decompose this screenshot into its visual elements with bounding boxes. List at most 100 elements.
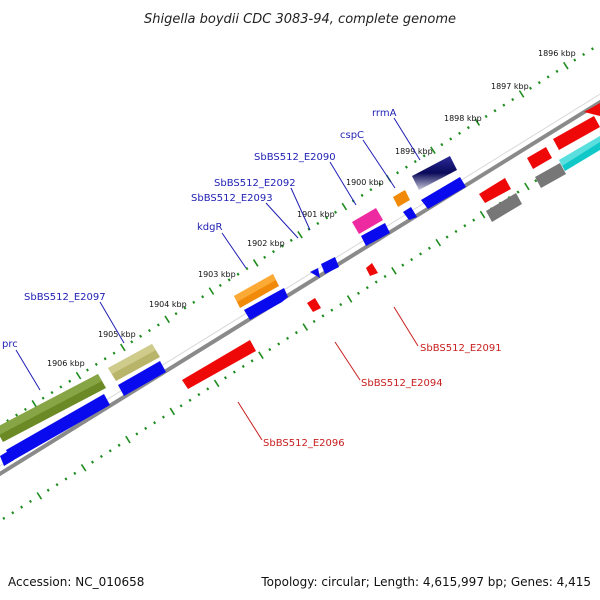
major-tick — [213, 379, 220, 388]
minor-tick — [422, 154, 426, 158]
minor-tick — [94, 362, 98, 366]
kbp-label: 1904 kbp — [149, 300, 187, 309]
minor-tick — [197, 392, 201, 397]
feature-orange-small — [393, 190, 410, 207]
leader-lines — [15, 117, 421, 441]
gene-label-cspC: cspC — [340, 130, 364, 141]
minor-tick — [245, 266, 249, 271]
minor-tick — [325, 216, 329, 220]
minor-tick — [582, 52, 586, 57]
feature-olive — [0, 374, 106, 442]
minor-tick — [573, 58, 577, 62]
major-tick — [208, 287, 215, 295]
minor-tick — [2, 516, 6, 520]
minor-tick — [135, 432, 139, 436]
major-tick — [346, 295, 353, 303]
major-tick — [120, 343, 126, 352]
map-title: Shigella boydii CDC 3083-94, complete ge… — [144, 12, 456, 27]
minor-tick — [493, 109, 497, 113]
kbp-label: 1897 kbp — [491, 82, 529, 91]
minor-tick — [139, 334, 143, 338]
minor-tick — [427, 246, 431, 250]
minor-tick — [537, 81, 541, 85]
minor-tick — [20, 505, 24, 509]
kbp-label: 1903 kbp — [198, 270, 236, 279]
major-tick — [563, 61, 569, 70]
minor-tick — [458, 131, 462, 135]
kbp-label: 1902 kbp — [247, 239, 285, 248]
minor-tick — [396, 171, 400, 175]
minor-tick — [334, 210, 338, 214]
minor-tick — [528, 86, 532, 90]
minor-tick — [307, 227, 311, 231]
minor-tick — [360, 193, 364, 197]
minor-tick — [112, 351, 116, 355]
minor-tick — [511, 97, 515, 102]
minor-tick — [46, 488, 50, 492]
outer-tick-ring — [0, 47, 594, 428]
minor-tick — [419, 252, 423, 256]
major-tick — [524, 182, 530, 191]
major-tick — [474, 118, 481, 126]
gene-label-SbBS512_E2097: SbBS512_E2097 — [24, 292, 106, 303]
minor-tick — [23, 407, 27, 412]
feature-magenta — [352, 208, 383, 234]
major-tick — [169, 407, 176, 416]
minor-tick — [99, 454, 103, 459]
kbp-label: 1896 kbp — [538, 49, 576, 58]
major-tick — [391, 266, 397, 275]
minor-tick — [484, 114, 488, 119]
major-tick — [125, 435, 131, 444]
minor-tick — [90, 460, 95, 464]
major-tick — [435, 238, 442, 247]
minor-tick — [286, 336, 290, 340]
minor-tick — [192, 300, 196, 304]
gene-labels-reverse: SbBS512_E2091 SbBS512_E2094 SbBS512_E209… — [263, 343, 502, 449]
kbp-label: 1901 kbp — [297, 210, 335, 219]
kbp-label: 1900 kbp — [346, 178, 384, 187]
minor-tick — [41, 396, 45, 400]
minor-tick — [401, 263, 405, 267]
gene-label-SbBS512_E2090: SbBS512_E2090 — [254, 152, 336, 163]
minor-tick — [330, 308, 334, 312]
minor-tick — [28, 499, 32, 504]
major-tick — [479, 210, 486, 219]
minor-tick — [277, 342, 281, 346]
minor-tick — [369, 188, 373, 192]
feature-khaki — [108, 344, 160, 381]
gene-label-SbBS512_E2096: SbBS512_E2096 — [263, 438, 345, 449]
minor-tick — [294, 331, 298, 335]
minor-tick — [546, 75, 550, 79]
minor-tick — [117, 443, 121, 447]
minor-tick — [590, 47, 594, 51]
minor-tick — [227, 278, 231, 282]
minor-tick — [472, 218, 476, 222]
major-tick — [258, 351, 264, 360]
gene-label-SbBS512_E2091: SbBS512_E2091 — [420, 343, 502, 354]
minor-tick — [206, 387, 210, 391]
minor-tick — [161, 415, 165, 419]
minor-tick — [64, 477, 68, 481]
feature-navy — [412, 156, 457, 190]
major-tick — [297, 230, 303, 239]
minor-tick — [410, 257, 414, 262]
minor-tick — [413, 159, 417, 164]
kbp-label: 1905 kbp — [98, 330, 136, 339]
summary-text: Topology: circular; Length: 4,615,997 bp… — [260, 575, 591, 589]
minor-tick — [241, 364, 245, 369]
minor-tick — [466, 126, 470, 130]
minor-tick — [289, 238, 293, 243]
minor-tick — [271, 250, 276, 254]
minor-tick — [174, 312, 178, 316]
minor-tick — [445, 235, 449, 239]
minor-tick — [156, 323, 160, 327]
minor-tick — [516, 190, 520, 194]
gene-label-prc: prc — [2, 339, 18, 350]
kbp-label: 1898 kbp — [444, 114, 482, 123]
accession-text: Accession: NC_010658 — [8, 575, 144, 589]
minor-tick — [15, 413, 19, 417]
major-tick — [31, 399, 38, 408]
minor-tick — [218, 283, 222, 288]
gene-label-SbBS512_E2093: SbBS512_E2093 — [191, 193, 273, 204]
